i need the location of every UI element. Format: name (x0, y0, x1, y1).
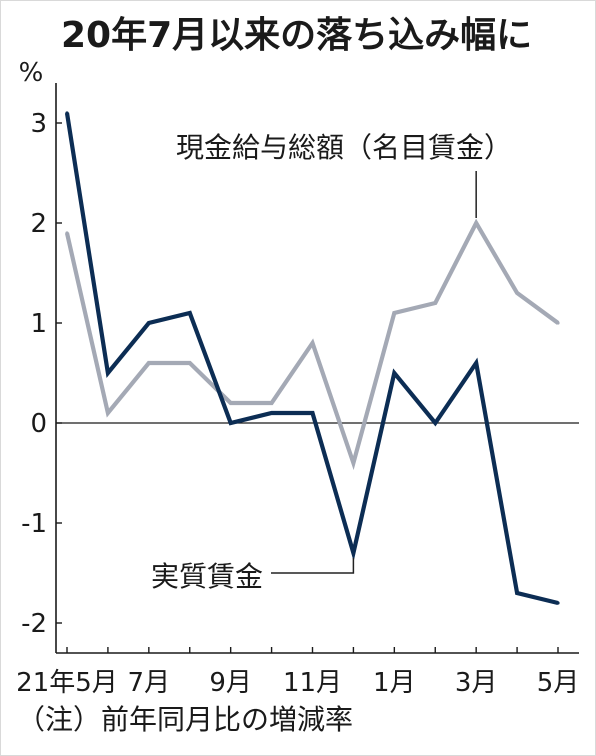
real-wage-point (147, 321, 151, 325)
nominal-wage-point (188, 361, 192, 365)
nominal-wage-label: 現金給与総額（名目賃金） (176, 131, 512, 164)
x-tick-label: 1月 (373, 668, 416, 698)
real-wage-point (556, 601, 560, 605)
x-tick-label: 5月 (537, 668, 580, 698)
nominal-wage-point (147, 361, 151, 365)
annotation-leaders (271, 171, 477, 574)
real-wage-point (229, 421, 233, 425)
real-wage-point (106, 371, 110, 375)
y-tick-label: 0 (30, 409, 47, 439)
real-wage-point (188, 311, 192, 315)
y-tick-label: 1 (30, 309, 47, 339)
x-tick-label: 11月 (283, 668, 342, 698)
y-tick-label: -2 (21, 609, 47, 639)
real-wage-point (474, 361, 478, 365)
chart-title: 20年7月以来の落ち込み幅に (61, 15, 533, 56)
x-tick-label: 3月 (455, 668, 498, 698)
x-tick-label: 7月 (128, 668, 171, 698)
nominal-wage-point (310, 341, 315, 345)
chart-note: （注）前年同月比の増減率 (17, 703, 354, 736)
nominal-wage-point (351, 461, 356, 465)
nominal-wage-point (556, 321, 560, 325)
real-wage-point (515, 591, 519, 595)
y-tick-label: 2 (30, 209, 47, 239)
nominal-wage-point (515, 291, 519, 295)
real-wage-point (65, 111, 69, 115)
real-wage-label: 実質賃金 (151, 560, 263, 593)
real-wage-point (392, 371, 396, 375)
axes: 3 2 1 0 -1 -2 21年5月 7月 9月 11月 1月 3月 5月 (16, 83, 579, 698)
nominal-wage-point (392, 311, 396, 315)
real-wage-leader (271, 558, 355, 574)
nominal-wage-point (65, 231, 69, 235)
x-tick-label: 9月 (209, 668, 252, 698)
nominal-wage-point (269, 401, 274, 405)
real-wage-point (433, 421, 437, 425)
real-wage-point (351, 551, 356, 555)
x-tick-label: 21年5月 (16, 668, 118, 698)
y-tick-label: -1 (21, 509, 47, 539)
real-wage-line (64, 112, 559, 606)
real-wage-point (310, 411, 315, 415)
nominal-wage-point (106, 411, 110, 415)
y-axis-unit: % (19, 58, 44, 88)
real-wage-point (269, 411, 274, 415)
y-tick-label: 3 (30, 109, 47, 139)
series-layer (64, 111, 560, 606)
nominal-wage-point (433, 301, 437, 305)
nominal-wage-point (229, 401, 233, 405)
nominal-wage-point (474, 221, 478, 225)
